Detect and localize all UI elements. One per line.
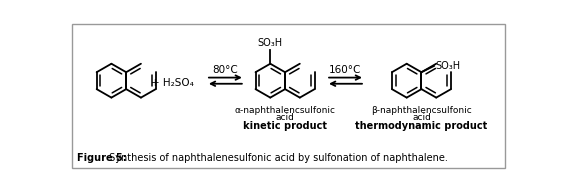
Text: α-naphthalencsulfonic: α-naphthalencsulfonic bbox=[235, 106, 336, 115]
Text: Synthesis of naphthalenesulfonic acid by sulfonation of naphthalene.: Synthesis of naphthalenesulfonic acid by… bbox=[106, 153, 448, 163]
Text: + H₂SO₄: + H₂SO₄ bbox=[151, 78, 194, 88]
Text: SO₃H: SO₃H bbox=[435, 61, 461, 71]
Text: acid: acid bbox=[412, 113, 431, 122]
Text: 80°C: 80°C bbox=[212, 65, 238, 75]
Text: thermodynamic product: thermodynamic product bbox=[355, 121, 488, 131]
Text: 160°C: 160°C bbox=[329, 65, 361, 75]
Text: acid: acid bbox=[276, 113, 294, 122]
Text: kinetic product: kinetic product bbox=[243, 121, 327, 131]
Text: SO₃H: SO₃H bbox=[258, 38, 283, 48]
Text: β-naphthalencsulfonic: β-naphthalencsulfonic bbox=[371, 106, 472, 115]
Text: Figure 5:: Figure 5: bbox=[77, 153, 126, 163]
